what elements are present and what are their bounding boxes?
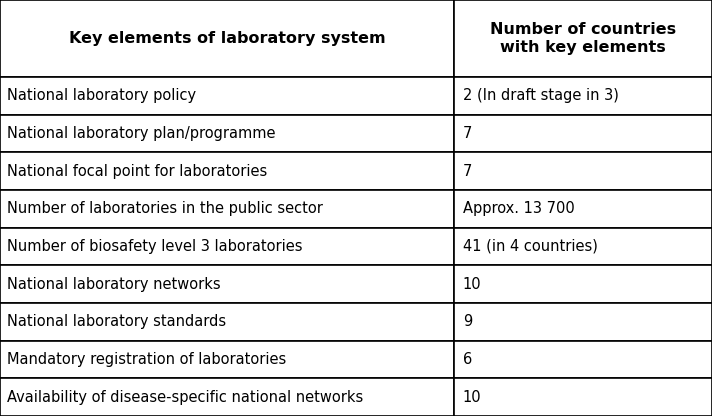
- Bar: [454, 152, 712, 190]
- Text: Availability of disease-specific national networks: Availability of disease-specific nationa…: [7, 390, 363, 405]
- Text: National laboratory plan/programme: National laboratory plan/programme: [7, 126, 276, 141]
- Text: Approx. 13 700: Approx. 13 700: [463, 201, 575, 216]
- Bar: [454, 228, 712, 265]
- Text: 9: 9: [463, 314, 472, 329]
- Text: 41 (in 4 countries): 41 (in 4 countries): [463, 239, 597, 254]
- Bar: [0, 265, 454, 303]
- Bar: [454, 190, 712, 228]
- Bar: [454, 341, 712, 378]
- Bar: [0, 378, 454, 416]
- Text: National focal point for laboratories: National focal point for laboratories: [7, 163, 268, 178]
- Bar: [454, 265, 712, 303]
- Text: Number of biosafety level 3 laboratories: Number of biosafety level 3 laboratories: [7, 239, 303, 254]
- Text: 7: 7: [463, 163, 472, 178]
- Text: Key elements of laboratory system: Key elements of laboratory system: [69, 31, 385, 46]
- Text: Number of laboratories in the public sector: Number of laboratories in the public sec…: [7, 201, 323, 216]
- Bar: [0, 115, 454, 152]
- Text: 6: 6: [463, 352, 472, 367]
- Text: 10: 10: [463, 277, 481, 292]
- Text: 10: 10: [463, 390, 481, 405]
- Bar: [454, 378, 712, 416]
- Bar: [0, 77, 454, 115]
- Text: 2 (In draft stage in 3): 2 (In draft stage in 3): [463, 88, 619, 103]
- Bar: [454, 0, 712, 77]
- Bar: [454, 115, 712, 152]
- Bar: [0, 190, 454, 228]
- Text: 7: 7: [463, 126, 472, 141]
- Text: Mandatory registration of laboratories: Mandatory registration of laboratories: [7, 352, 286, 367]
- Bar: [0, 228, 454, 265]
- Text: National laboratory networks: National laboratory networks: [7, 277, 221, 292]
- Text: National laboratory policy: National laboratory policy: [7, 88, 197, 103]
- Bar: [454, 77, 712, 115]
- Text: Number of countries
with key elements: Number of countries with key elements: [490, 22, 676, 54]
- Bar: [0, 152, 454, 190]
- Bar: [0, 0, 454, 77]
- Bar: [0, 341, 454, 378]
- Bar: [0, 303, 454, 341]
- Text: National laboratory standards: National laboratory standards: [7, 314, 226, 329]
- Bar: [454, 303, 712, 341]
